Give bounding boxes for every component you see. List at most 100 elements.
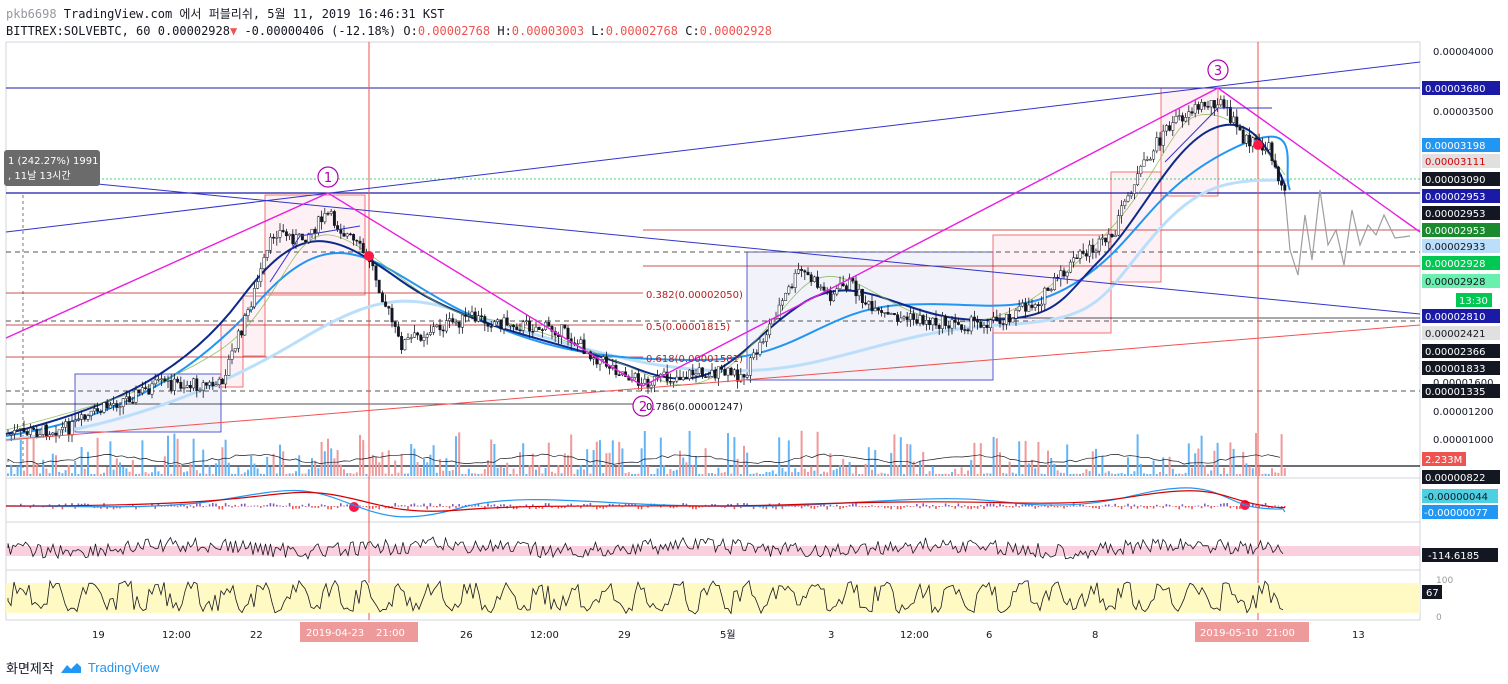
candle-body — [713, 370, 717, 379]
volume-bar — [279, 444, 281, 476]
price-tags: 0.00003680 0.00003198 0.00003111 0.00003090… — [1422, 81, 1500, 484]
footer-brand[interactable]: TradingView — [87, 660, 160, 675]
macd-bar — [180, 503, 182, 507]
price-tag-label: 0.00002933 — [1425, 242, 1485, 253]
macd-bar — [503, 504, 505, 507]
macd-bar — [628, 503, 630, 507]
macd-bar — [1101, 505, 1104, 507]
macd-bar — [672, 506, 675, 509]
volume-bar — [762, 473, 765, 476]
volume-bar — [1203, 465, 1206, 476]
volume-bar — [407, 473, 409, 476]
open-value: 0.00002768 — [417, 24, 491, 38]
volume-bar — [464, 473, 467, 476]
candle-body — [892, 313, 896, 316]
macd-bar — [624, 504, 627, 507]
candle-body — [236, 330, 240, 349]
candle-body — [1136, 173, 1140, 186]
volume-bar — [503, 467, 505, 476]
wave-2-label: 2 — [639, 400, 647, 415]
volume-bar — [234, 473, 237, 476]
candle-body — [1107, 233, 1111, 243]
candle-body — [1011, 318, 1015, 323]
volume-bar — [343, 469, 345, 476]
volume-bar — [288, 473, 291, 476]
candle-body — [953, 319, 957, 323]
candle-body — [704, 376, 708, 378]
volume-bar — [163, 456, 166, 476]
volume-bar — [339, 464, 342, 476]
macd-bar — [1140, 505, 1142, 507]
candle-body — [473, 311, 477, 322]
volume-bar — [871, 469, 873, 476]
candle-body — [1040, 303, 1044, 307]
volume-bar — [1082, 472, 1085, 476]
volume-bar — [144, 472, 147, 476]
candle-body — [745, 375, 749, 378]
macd-bar — [343, 505, 345, 507]
volume-bar — [999, 452, 1001, 476]
volume-bar — [1191, 467, 1193, 476]
candle-body — [115, 403, 119, 408]
macd-bar — [692, 506, 694, 510]
volume-bar — [381, 452, 384, 476]
macd-bar — [397, 505, 400, 507]
candle-body — [764, 334, 768, 342]
candle-body — [243, 315, 247, 336]
macd-bar — [493, 504, 496, 507]
volume-bar — [103, 472, 105, 476]
macd-bar — [634, 504, 636, 507]
candle-body — [1180, 115, 1184, 122]
macd-bar — [1165, 504, 1168, 507]
chart-canvas[interactable]: 1 2 3 0.382(0.00002050) 0.5(0.00001815) … — [0, 0, 1508, 650]
candle-body — [140, 387, 144, 394]
candle-body — [1043, 287, 1047, 305]
candle-body — [534, 326, 538, 332]
macd-bar — [1018, 506, 1020, 508]
volume-bar — [538, 465, 541, 476]
macd-bar — [301, 504, 304, 507]
candle-body — [1235, 116, 1239, 128]
volume-bar — [595, 441, 598, 476]
candle-body — [1129, 193, 1133, 197]
macd-bar — [800, 506, 803, 509]
macd-bar — [1024, 503, 1027, 507]
macd-bar — [900, 506, 902, 510]
macd-bar — [461, 505, 464, 507]
candle-body — [76, 419, 80, 421]
macd-bar — [231, 506, 233, 508]
macd-bar — [528, 506, 531, 510]
author-name[interactable]: pkb6698 — [6, 7, 57, 21]
volume-bar — [1178, 473, 1181, 476]
volume-bar — [970, 459, 973, 476]
price-tag-bg — [1422, 470, 1500, 484]
volume-bar — [813, 470, 816, 476]
candle-body — [1184, 117, 1188, 122]
candle-body — [1068, 261, 1072, 273]
volume-bar — [349, 473, 352, 476]
candle-body — [684, 376, 688, 380]
price-tag-bg — [1456, 293, 1492, 307]
macd-bar — [157, 503, 160, 507]
volume-bar — [256, 468, 259, 476]
volume-bar — [1248, 466, 1251, 476]
candle-body — [22, 427, 26, 432]
candle-body — [486, 322, 490, 327]
macd-bar — [631, 503, 633, 507]
candle-body — [848, 277, 852, 290]
volume-bar — [432, 445, 435, 476]
time-axis[interactable]: 19 12:00 22 25 26 12:00 29 5월 3 12:00 6 … — [92, 622, 1365, 642]
volume-bar — [1251, 468, 1254, 476]
volume-bar — [749, 474, 752, 476]
volume-bar — [400, 453, 403, 476]
macd-bar — [279, 505, 281, 507]
candle-body — [153, 379, 157, 385]
volume-bar — [704, 448, 707, 476]
candle-body — [617, 374, 621, 376]
candle-body — [361, 243, 365, 253]
symbol-label[interactable]: BITTREX:SOLVEBTC, 60 — [6, 24, 151, 38]
macd-bar — [394, 503, 396, 507]
volume-bar — [1149, 473, 1152, 476]
candle-body — [416, 332, 420, 336]
volume-bar — [397, 472, 400, 476]
